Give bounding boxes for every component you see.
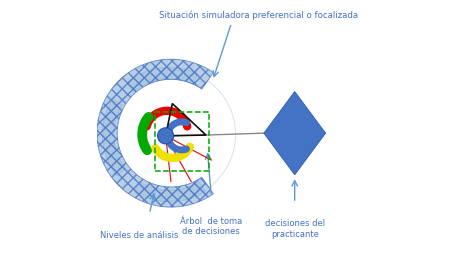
Polygon shape — [97, 59, 213, 207]
Bar — [155, 112, 209, 171]
Circle shape — [157, 128, 174, 144]
Polygon shape — [264, 91, 325, 175]
Text: Situación simuladora preferencial o focalizada: Situación simuladora preferencial o foca… — [159, 11, 358, 20]
Polygon shape — [126, 67, 198, 92]
Text: decisiones del
practicante: decisiones del practicante — [265, 219, 325, 239]
Text: Árbol  de toma
de decisiones: Árbol de toma de decisiones — [180, 217, 243, 236]
Polygon shape — [102, 99, 126, 176]
Text: Niveles de análisis: Niveles de análisis — [100, 231, 178, 240]
Polygon shape — [134, 182, 205, 202]
